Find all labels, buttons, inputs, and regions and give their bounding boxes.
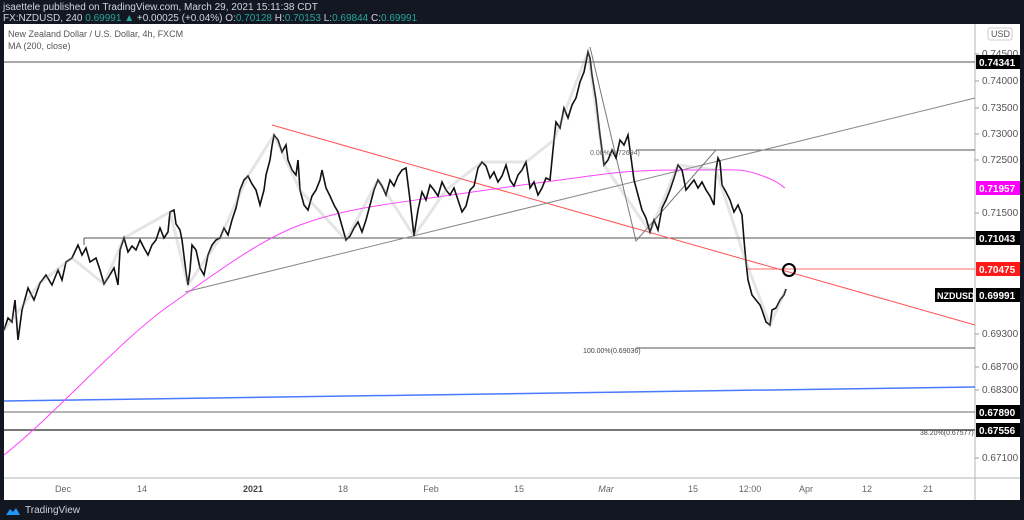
publisher-line: jsaettele published on TradingView.com, … [3, 2, 318, 13]
svg-text:0.68700: 0.68700 [982, 362, 1019, 373]
label-070475: 0.70475 [979, 265, 1016, 276]
long-term-trendline [3, 386, 976, 402]
svg-text:2021: 2021 [243, 484, 263, 494]
legend-indicator[interactable]: MA (200, close) [8, 41, 71, 51]
ma200-line [3, 169, 786, 456]
label-074341: 0.74341 [979, 58, 1016, 69]
price-ticks: 0.74500 0.74000 0.73500 0.73000 0.72500 … [982, 49, 1019, 464]
last-price: 0.69991 [85, 13, 122, 24]
change: +0.00025 (+0.04%) [136, 13, 223, 24]
fib-0-label: 0.00%(0.72694) [590, 150, 640, 157]
svg-text:Mar: Mar [598, 484, 615, 494]
time-axis: Dec 14 2021 18 Feb 15 Mar 15 12:00 Apr 1… [55, 484, 933, 494]
cloud-logo-icon [6, 507, 20, 515]
svg-text:0.74000: 0.74000 [982, 76, 1019, 87]
open-value: 0.70128 [235, 13, 272, 24]
svg-text:0.68300: 0.68300 [982, 385, 1019, 396]
label-067890: 0.67890 [979, 408, 1016, 419]
chart-legend: New Zealand Dollar / U.S. Dollar, 4h, FX… [8, 28, 183, 52]
close-value: 0.69991 [381, 13, 418, 24]
svg-text:12: 12 [862, 484, 872, 494]
svg-text:0.74500: 0.74500 [982, 49, 1019, 60]
low-value: 0.69844 [332, 13, 369, 24]
svg-text:12:00: 12:00 [739, 484, 762, 494]
currency-badge: USD [991, 29, 1011, 39]
label-067556: 0.67556 [979, 426, 1016, 437]
svg-text:14: 14 [137, 484, 147, 494]
svg-text:21: 21 [923, 484, 933, 494]
symbol-tag: NZDUSD [937, 291, 975, 301]
legend-title: New Zealand Dollar / U.S. Dollar, 4h, FX… [8, 29, 184, 39]
label-last: 0.69991 [979, 291, 1016, 302]
label-ma: 0.71957 [979, 184, 1016, 195]
tradingview-logo[interactable]: TradingView [5, 505, 80, 516]
symbol-bar: FX:NZDUSD, 240 0.69991 ▲ +0.00025 (+0.04… [3, 13, 418, 24]
svg-text:0.69300: 0.69300 [982, 329, 1019, 340]
svg-text:0.71500: 0.71500 [982, 208, 1019, 219]
svg-text:15: 15 [688, 484, 698, 494]
gray-trendline [184, 97, 976, 293]
svg-text:Feb: Feb [423, 484, 439, 494]
svg-text:0.72500: 0.72500 [982, 155, 1019, 166]
fib-swing [589, 46, 717, 243]
up-arrow-icon: ▲ [124, 13, 135, 24]
symbol[interactable]: FX:NZDUSD, 240 [3, 13, 83, 24]
svg-text:18: 18 [338, 484, 348, 494]
svg-text:0.67100: 0.67100 [982, 453, 1019, 464]
svg-text:0.73000: 0.73000 [982, 129, 1019, 140]
svg-text:0.73500: 0.73500 [982, 103, 1019, 114]
high-value: 0.70153 [284, 13, 321, 24]
svg-text:Apr: Apr [799, 484, 813, 494]
fib-382-label: 38.20%(0.67577) [920, 430, 974, 437]
chart-frame[interactable] [4, 24, 1020, 500]
label-071043: 0.71043 [979, 234, 1016, 245]
red-trendline [271, 124, 976, 326]
price-series [3, 48, 787, 341]
svg-text:Dec: Dec [55, 484, 72, 494]
target-circle [782, 263, 796, 277]
svg-text:15: 15 [514, 484, 524, 494]
fib-100-label: 100.00%(0.69036) [583, 348, 641, 355]
